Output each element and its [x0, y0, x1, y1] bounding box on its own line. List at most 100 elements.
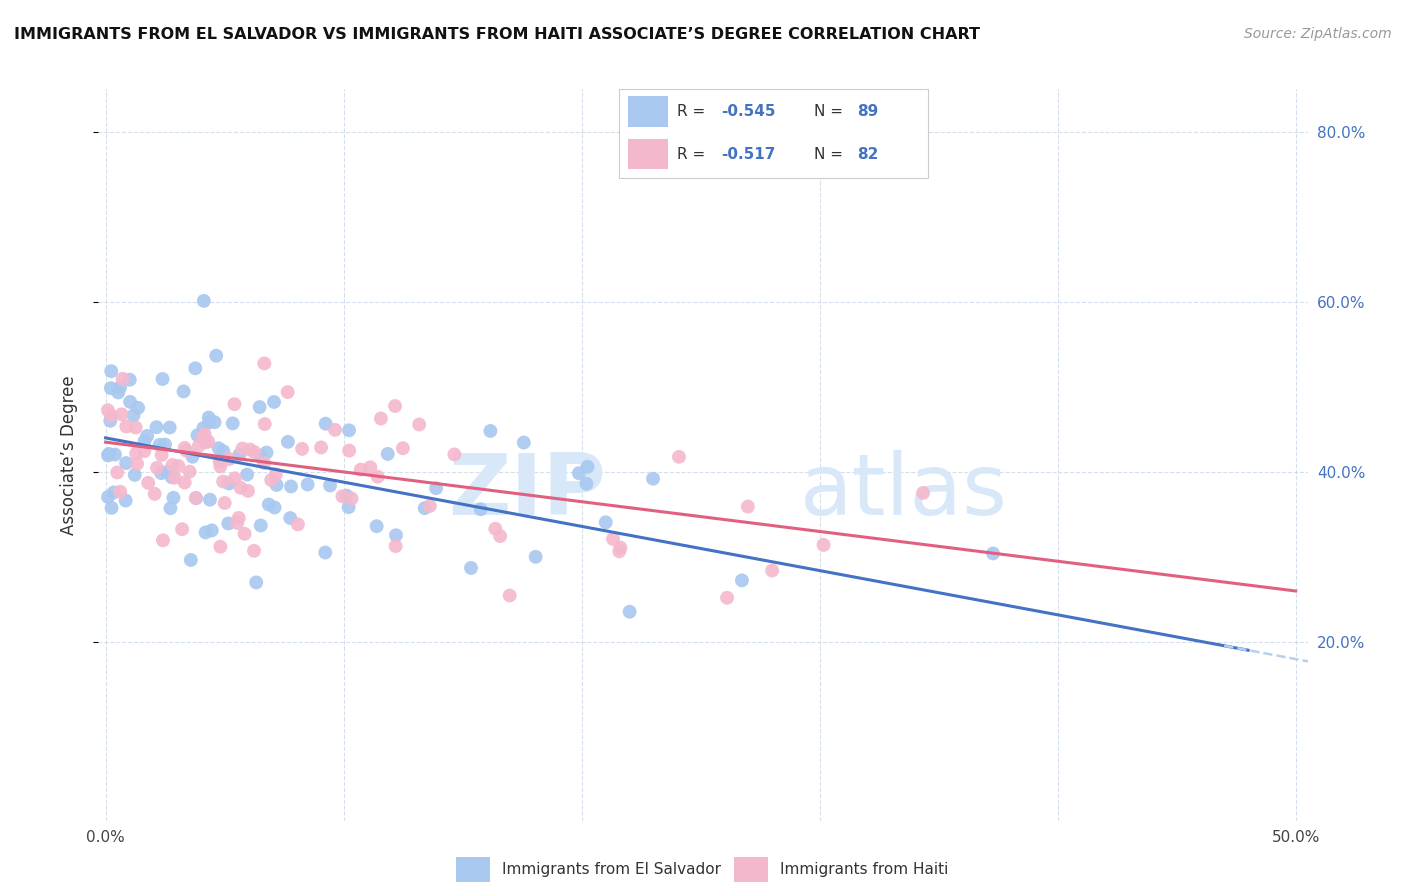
Point — [249, 400, 271, 414]
Text: Immigrants from El Salvador: Immigrants from El Salvador — [502, 863, 721, 877]
Point — [204, 415, 226, 429]
Point — [218, 452, 240, 467]
Point — [173, 384, 195, 399]
Point — [479, 424, 502, 438]
Point — [337, 500, 360, 515]
Point — [127, 401, 149, 415]
Point — [100, 409, 122, 423]
Point — [205, 349, 228, 363]
Point — [716, 591, 738, 605]
Point — [912, 486, 935, 500]
Point — [350, 462, 373, 476]
Point — [110, 380, 132, 394]
Point — [568, 466, 591, 480]
Point — [243, 543, 266, 558]
Point — [201, 524, 224, 538]
Point — [152, 372, 174, 386]
Point — [209, 459, 232, 474]
Point — [228, 511, 250, 525]
Point — [595, 516, 617, 530]
Point — [162, 458, 184, 472]
Point — [134, 444, 156, 458]
Point — [224, 397, 246, 411]
Text: -0.545: -0.545 — [721, 104, 775, 119]
Point — [287, 517, 309, 532]
Point — [208, 455, 231, 469]
Point — [136, 475, 159, 490]
Point — [524, 549, 547, 564]
Point — [323, 423, 346, 437]
Point — [136, 429, 159, 443]
Point — [576, 459, 599, 474]
Point — [173, 441, 195, 455]
Point — [260, 473, 283, 487]
Point — [100, 500, 122, 515]
Point — [641, 472, 664, 486]
Point — [278, 511, 301, 525]
Point — [253, 417, 276, 431]
Point — [97, 490, 120, 504]
Text: N =: N = — [814, 147, 848, 161]
Point — [253, 456, 276, 470]
Point — [174, 443, 197, 458]
Point — [180, 553, 202, 567]
Point — [198, 492, 221, 507]
Point — [443, 447, 465, 461]
Point — [277, 434, 299, 449]
Point — [370, 411, 392, 425]
Point — [337, 443, 360, 458]
Point — [277, 385, 299, 400]
Point — [297, 477, 319, 491]
Point — [124, 467, 146, 482]
Point — [125, 446, 148, 460]
Point — [243, 445, 266, 459]
Point — [359, 460, 381, 475]
FancyBboxPatch shape — [628, 139, 668, 169]
Point — [163, 471, 186, 485]
Point — [408, 417, 430, 432]
Point — [209, 540, 232, 554]
Point — [172, 522, 194, 536]
Text: -0.517: -0.517 — [721, 147, 775, 161]
FancyBboxPatch shape — [456, 857, 489, 882]
Point — [184, 491, 207, 506]
Point — [470, 502, 492, 516]
Text: R =: R = — [678, 104, 710, 119]
Point — [194, 427, 217, 442]
Point — [513, 435, 536, 450]
Point — [187, 439, 209, 453]
Point — [197, 410, 219, 425]
Point — [340, 491, 363, 506]
Point — [256, 445, 278, 459]
Point — [460, 561, 482, 575]
Point — [229, 481, 252, 495]
Text: IMMIGRANTS FROM EL SALVADOR VS IMMIGRANTS FROM HAITI ASSOCIATE’S DEGREE CORRELAT: IMMIGRANTS FROM EL SALVADOR VS IMMIGRANT… — [14, 27, 980, 42]
Point — [609, 541, 631, 555]
Point — [118, 373, 141, 387]
Point — [253, 356, 276, 370]
Point — [159, 501, 181, 516]
Point — [120, 395, 142, 409]
Point — [193, 421, 215, 435]
Point — [162, 491, 184, 505]
Text: R =: R = — [678, 147, 710, 161]
Text: ZIP: ZIP — [449, 450, 606, 533]
Text: Immigrants from Haiti: Immigrants from Haiti — [780, 863, 949, 877]
Point — [319, 478, 342, 492]
Point — [384, 399, 406, 413]
Point — [264, 467, 287, 482]
Point — [489, 529, 512, 543]
Point — [150, 466, 173, 480]
Point — [198, 415, 221, 429]
Point — [160, 470, 183, 484]
Point — [263, 500, 285, 515]
Point — [110, 407, 132, 421]
Point — [100, 381, 122, 395]
Point — [191, 431, 214, 445]
Point — [212, 475, 235, 489]
Point — [731, 574, 754, 588]
Point — [377, 447, 399, 461]
Point — [335, 489, 357, 503]
Point — [981, 546, 1004, 560]
Point — [115, 419, 138, 434]
